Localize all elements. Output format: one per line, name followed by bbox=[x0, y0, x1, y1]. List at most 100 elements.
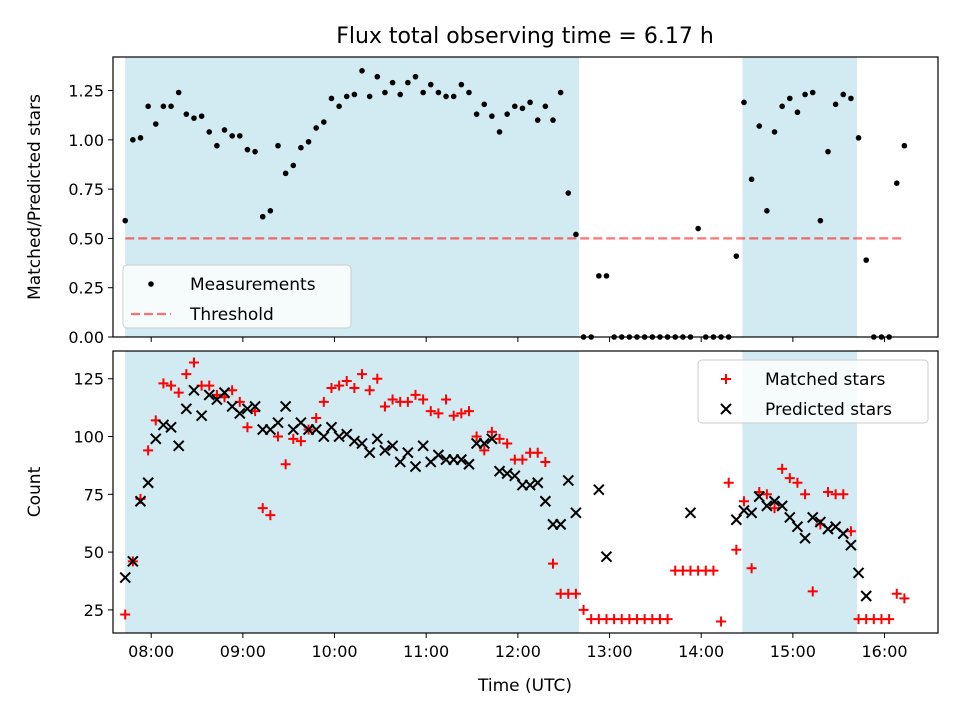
matched-star-point bbox=[746, 563, 757, 574]
matched-star-point bbox=[257, 503, 268, 514]
predicted-star-point bbox=[203, 389, 215, 401]
matched-star-point bbox=[173, 387, 184, 398]
legend-matched-marker bbox=[721, 374, 731, 384]
measurement-point bbox=[405, 79, 411, 86]
y-axis-label: Matched/Predicted stars bbox=[25, 94, 45, 300]
legend-box bbox=[697, 359, 929, 424]
axes-frame bbox=[112, 350, 939, 634]
predicted-star-point bbox=[249, 400, 261, 413]
predicted-star-point bbox=[409, 460, 422, 473]
matched-star-point bbox=[463, 406, 474, 417]
matched-star-point bbox=[738, 496, 749, 507]
matched-star-point bbox=[807, 586, 818, 597]
matched-star-point bbox=[273, 431, 283, 442]
matched-star-point bbox=[166, 380, 177, 391]
measurement-point bbox=[122, 217, 129, 224]
measurement-point bbox=[893, 180, 900, 186]
legend-box bbox=[122, 264, 352, 329]
measurement-point bbox=[496, 129, 503, 135]
matched-star-point bbox=[769, 503, 780, 514]
legend-label: Predicted stars bbox=[765, 400, 892, 420]
measurement-point bbox=[481, 101, 488, 108]
measurement-point bbox=[168, 103, 174, 110]
measurement-point bbox=[267, 208, 274, 214]
predicted-star-point bbox=[684, 507, 697, 519]
matched-star-point bbox=[326, 382, 337, 393]
matched-star-point bbox=[433, 408, 444, 419]
measurement-point bbox=[825, 148, 831, 155]
predicted-star-point bbox=[463, 458, 475, 470]
matched-star-point bbox=[288, 433, 299, 444]
predicted-star-point bbox=[860, 590, 872, 602]
y-tick-label: 25 bbox=[84, 601, 104, 620]
matched-star-point bbox=[456, 408, 467, 419]
predicted-star-point bbox=[363, 446, 376, 459]
predicted-star-point bbox=[509, 470, 521, 482]
matched-star-point bbox=[242, 422, 253, 433]
x-tick-label: 08:00 bbox=[128, 642, 174, 661]
predicted-star-point bbox=[195, 410, 208, 422]
predicted-star-point bbox=[134, 495, 147, 507]
matched-star-point bbox=[311, 413, 322, 424]
x-tick-label: 10:00 bbox=[311, 642, 357, 661]
predicted-star-point bbox=[600, 551, 613, 563]
measurement-point bbox=[550, 117, 556, 123]
matched-star-point bbox=[891, 588, 902, 599]
predicted-star-point bbox=[279, 400, 292, 413]
matched-star-point bbox=[548, 558, 558, 569]
matched-star-point bbox=[410, 389, 421, 400]
matched-star-point bbox=[441, 394, 452, 405]
observing-window-shade bbox=[125, 351, 579, 633]
predicted-star-point bbox=[379, 444, 391, 457]
measurement-point bbox=[275, 142, 281, 149]
predicted-star-point bbox=[745, 507, 758, 519]
predicted-star-point bbox=[218, 386, 231, 399]
measurement-point bbox=[382, 89, 388, 96]
matched-star-point bbox=[716, 616, 727, 627]
matched-star-point bbox=[823, 487, 833, 497]
predicted-star-point bbox=[432, 449, 445, 461]
predicted-star-point bbox=[386, 440, 399, 452]
predicted-star-point bbox=[272, 416, 284, 429]
predicted-star-point bbox=[532, 477, 544, 489]
x-tick-label: 11:00 bbox=[403, 642, 449, 661]
measurement-point bbox=[695, 225, 701, 232]
measurement-point bbox=[450, 93, 457, 100]
observing-window-shade bbox=[742, 57, 858, 337]
predicted-star-point bbox=[593, 483, 605, 496]
measurement-point bbox=[565, 190, 572, 196]
matched-star-point bbox=[723, 477, 734, 488]
matched-star-point bbox=[204, 380, 215, 391]
y-tick-label: 75 bbox=[84, 485, 104, 504]
matched-star-point bbox=[792, 477, 803, 488]
measurement-point bbox=[305, 138, 312, 145]
matched-star-point bbox=[540, 456, 551, 467]
matched-star-point bbox=[517, 454, 528, 465]
y-tick-label: 125 bbox=[73, 370, 104, 389]
matched-star-point bbox=[838, 489, 849, 500]
measurement-point bbox=[259, 213, 266, 220]
matched-star-point bbox=[578, 604, 589, 615]
matched-star-point bbox=[181, 369, 192, 380]
matched-star-point bbox=[318, 396, 329, 407]
matched-star-point bbox=[402, 396, 413, 407]
predicted-star-point bbox=[455, 453, 468, 466]
predicted-star-point bbox=[417, 440, 429, 452]
predicted-star-point bbox=[478, 437, 490, 450]
ratio-panel: 0.00 0.25 0.50 0.75 1.00 1.25 Matched/Predicte… bbox=[25, 56, 939, 347]
matched-star-point bbox=[349, 382, 360, 393]
predicted-star-point bbox=[180, 403, 193, 415]
predicted-star-point bbox=[172, 440, 185, 452]
measurement-point bbox=[756, 123, 763, 129]
chart-title: Flux total observing time = 6.17 h bbox=[336, 24, 714, 49]
predicted-star-point bbox=[127, 555, 139, 568]
predicted-star-point bbox=[837, 527, 849, 540]
matched-star-point bbox=[784, 473, 795, 484]
measurement-point bbox=[443, 93, 449, 100]
predicted-star-point bbox=[188, 384, 200, 397]
measurement-point bbox=[573, 231, 579, 238]
measurement-point bbox=[328, 95, 335, 102]
y-tick-label: 0.00 bbox=[68, 328, 104, 347]
y-tick-label: 100 bbox=[73, 428, 104, 447]
predicted-star-point bbox=[852, 567, 865, 579]
